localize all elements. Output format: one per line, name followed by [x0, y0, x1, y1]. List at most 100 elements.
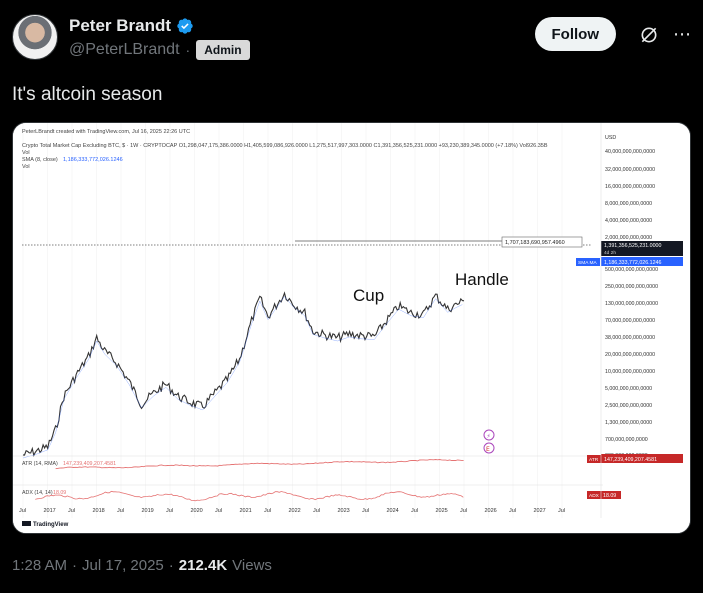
x-tick-label: Jul	[460, 508, 467, 514]
alert-icon	[483, 429, 495, 441]
y-tick-label: 16,000,000,000,0000	[605, 184, 655, 190]
adx-tag-box	[601, 491, 621, 499]
atr-label: ATR (14, RMA)	[22, 461, 58, 467]
sma-tag-group: SMA MA 1,186,333,772,026.1246	[576, 257, 683, 266]
admin-badge[interactable]: Admin	[196, 40, 250, 60]
event-icon	[483, 442, 495, 454]
y-tick-label: 1,300,000,000,0000	[605, 420, 652, 426]
y-tick-label: 20,000,000,000,0000	[605, 352, 655, 358]
x-tick-label: 2027	[534, 508, 546, 514]
sma-line	[22, 296, 463, 459]
x-tick-label: 2023	[338, 508, 350, 514]
x-axis: Jul 2017 Jul 2018 Jul 2019 Jul 2020 Jul 2021 Jul 20…	[19, 508, 565, 514]
chart-header: PeterLBrandt created with TradingView.co…	[22, 129, 548, 170]
chart-sma-value: 1,186,333,772,026.1246	[63, 157, 123, 163]
tv-logo-mark	[22, 521, 31, 526]
atr-tag-group: ATR 147,239,409,207.4581	[587, 454, 683, 463]
price-line	[22, 291, 465, 458]
atr-tag-name: ATR	[589, 457, 599, 463]
follow-button[interactable]: Follow	[534, 17, 616, 51]
alert-glyph: ⚡	[487, 433, 491, 440]
adx-label: ADX (14, 14)	[22, 490, 53, 496]
x-tick-label: Jul	[264, 508, 271, 514]
x-tick-label: Jul	[411, 508, 418, 514]
x-tick-label: 2019	[142, 508, 154, 514]
grok-icon[interactable]	[639, 25, 659, 45]
price-tag-sub: 4d 2h	[604, 250, 616, 256]
x-tick-label: Jul	[166, 508, 173, 514]
meta-separator-1: ·	[72, 557, 78, 574]
handle[interactable]: @PeterLBrandt	[69, 41, 180, 58]
event-glyph: E	[486, 446, 490, 453]
y-tick-label: 38,000,000,000,0000	[605, 335, 655, 341]
chart-grid	[22, 123, 563, 518]
resistance-label-box	[501, 236, 583, 248]
avatar[interactable]	[12, 14, 58, 60]
chart-sma-label: SMA (8, close)	[22, 157, 58, 163]
tradingview-logo: TradingView	[22, 521, 69, 528]
x-tick-label: Jul	[19, 508, 26, 514]
x-tick-label: 2017	[44, 508, 56, 514]
more-icon[interactable]: ⋯	[673, 24, 691, 44]
resistance-label: 1,707,183,690,957.4960	[505, 240, 565, 246]
adx-tag-name-box	[587, 491, 601, 499]
y-tick-label: 130,000,000,000,0000	[605, 301, 658, 307]
chart-vol-label-2: Vol	[22, 164, 30, 170]
sma-tag-value: 1,186,333,772,026.1246	[604, 260, 661, 266]
price-chart: PeterLBrandt created with TradingView.co…	[13, 123, 690, 533]
atr-tag: 147,239,409,207.4581	[604, 457, 657, 463]
handle-row: @PeterLBrandt · Admin	[69, 40, 250, 60]
x-tick-label: Jul	[313, 508, 320, 514]
adx-line	[35, 490, 464, 502]
y-tick-label: 2,500,000,000,0000	[605, 403, 652, 409]
price-tag-group: 1,391,356,525,231.0000 4d 2h	[601, 241, 683, 256]
chart-title: Crypto Total Market Cap Excluding BTC, $…	[22, 143, 548, 149]
indicator-icons: ⚡ E	[483, 429, 495, 454]
price-tag: 1,391,356,525,231.0000	[604, 243, 661, 249]
x-tick-label: Jul	[509, 508, 516, 514]
y-tick-label: 10,000,000,000,0000	[605, 369, 655, 375]
x-tick-label: 2018	[93, 508, 105, 514]
meta-separator-2: ·	[168, 557, 174, 574]
x-tick-label: 2024	[387, 508, 399, 514]
x-tick-label: Jul	[215, 508, 222, 514]
views-count: 212.4K	[178, 557, 228, 574]
x-tick-label: Jul	[558, 508, 565, 514]
y-tick-label: 8,000,000,000,0000	[605, 201, 652, 207]
sma-tag-box	[601, 257, 683, 266]
chart-credit: PeterLBrandt created with TradingView.co…	[22, 129, 190, 135]
display-name[interactable]: Peter Brandt	[69, 16, 172, 35]
handle-annotation: Handle	[455, 270, 509, 289]
x-tick-label: 2026	[485, 508, 497, 514]
y-tick-label: 40,000,000,000,0000	[605, 149, 655, 155]
atr-tag-name-box	[587, 455, 601, 463]
x-tick-label: Jul	[362, 508, 369, 514]
views-label: Views	[232, 557, 272, 574]
chart-image[interactable]: PeterLBrandt created with TradingView.co…	[12, 122, 691, 534]
separator: ·	[185, 42, 191, 58]
x-tick-label: 2021	[240, 508, 252, 514]
y-tick-label: 250,000,000,000,0000	[605, 284, 658, 290]
y-tick-label: 4,000,000,000,0000	[605, 218, 652, 224]
tweet-time[interactable]: 1:28 AM	[12, 557, 68, 574]
y-tick-label: 700,000,000,0000	[605, 437, 648, 443]
tweet-meta: 1:28 AM · Jul 17, 2025 · 212.4K Views	[12, 557, 272, 574]
y-tick-label: 32,000,000,000,0000	[605, 167, 655, 173]
tweet-text: It's altcoin season	[12, 84, 163, 105]
adx-tag-name: ADX	[589, 493, 600, 499]
y-tick-label: 5,000,000,000,0000	[605, 386, 652, 392]
sma-tag-name-box	[576, 258, 600, 266]
verified-badge-icon	[177, 18, 193, 34]
tweet-date[interactable]: Jul 17, 2025	[82, 557, 164, 574]
y-tick-label: 500,000,000,000,0000	[605, 267, 658, 273]
x-tick-label: 2020	[191, 508, 203, 514]
atr-tag-box	[601, 454, 683, 463]
resistance-label-group: 1,707,183,690,957.4960	[501, 236, 583, 248]
x-tick-label: Jul	[68, 508, 75, 514]
adx-value: 18.09	[53, 490, 66, 496]
price-tag-box	[601, 241, 683, 256]
sma-tag-name: SMA MA	[578, 260, 597, 266]
x-tick-label: 2022	[289, 508, 301, 514]
adx-tag-group: ADX 18.09	[587, 491, 621, 499]
name-row: Peter Brandt	[69, 16, 194, 36]
